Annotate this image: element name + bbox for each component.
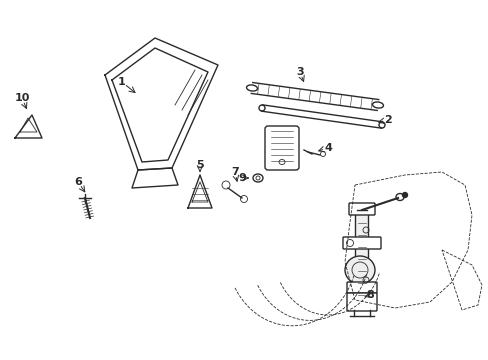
Text: 10: 10	[14, 93, 30, 103]
FancyBboxPatch shape	[342, 237, 380, 249]
Text: 4: 4	[324, 143, 331, 153]
FancyBboxPatch shape	[264, 126, 298, 170]
Text: 7: 7	[231, 167, 238, 177]
Ellipse shape	[402, 193, 407, 198]
Text: 9: 9	[238, 173, 245, 183]
Text: 3: 3	[296, 67, 303, 77]
Ellipse shape	[345, 256, 374, 284]
FancyBboxPatch shape	[346, 293, 376, 311]
Text: 2: 2	[384, 115, 391, 125]
Text: 5: 5	[196, 160, 203, 170]
Text: 6: 6	[74, 177, 82, 187]
Text: 1: 1	[118, 77, 125, 87]
Text: 8: 8	[366, 290, 373, 300]
FancyBboxPatch shape	[346, 282, 376, 293]
FancyBboxPatch shape	[355, 209, 368, 303]
FancyBboxPatch shape	[348, 203, 374, 215]
